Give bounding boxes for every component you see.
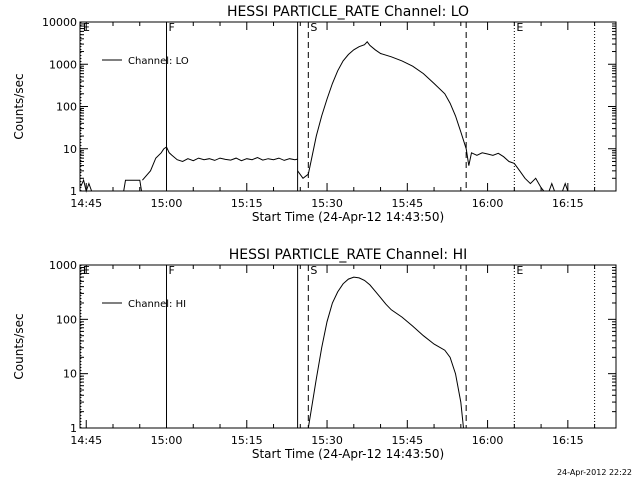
chart-panel-0: EFSE11010010001000014:4515:0015:1515:301… bbox=[12, 4, 617, 224]
x-tick-label-1: 15:00 bbox=[151, 434, 183, 447]
plot-frame bbox=[79, 264, 617, 429]
legend-entry-label: Channel: HI bbox=[128, 299, 186, 310]
series-line-0-seg-4 bbox=[468, 152, 545, 192]
marker-label-3: S bbox=[310, 264, 317, 277]
x-tick-label-1: 15:00 bbox=[151, 197, 183, 210]
x-tick-label-3: 15:30 bbox=[311, 434, 343, 447]
chart-panel-1: EFSE110100100014:4515:0015:1515:3015:451… bbox=[12, 247, 617, 461]
y-axis-label: Counts/sec bbox=[12, 313, 26, 379]
x-tick-label-6: 16:15 bbox=[552, 434, 584, 447]
x-tick-label-4: 15:45 bbox=[391, 434, 423, 447]
y-tick-label-2: 100 bbox=[56, 313, 77, 326]
y-tick-label-4: 10000 bbox=[42, 16, 77, 29]
x-tick-label-5: 16:00 bbox=[472, 197, 504, 210]
y-tick-label-1: 10 bbox=[63, 368, 77, 381]
timestamp-label: 24-Apr-2012 22:22 bbox=[556, 468, 632, 477]
marker-label-5: E bbox=[516, 21, 523, 34]
x-axis-label: Start Time (24-Apr-12 14:43:50) bbox=[252, 447, 444, 461]
y-axis-label: Counts/sec bbox=[12, 73, 26, 139]
y-tick-label-3: 1000 bbox=[49, 58, 77, 71]
y-tick-label-2: 100 bbox=[56, 101, 77, 114]
y-tick-label-0: 1 bbox=[70, 422, 77, 435]
series-line-0-seg-0 bbox=[307, 276, 464, 429]
x-tick-label-6: 16:15 bbox=[552, 197, 584, 210]
chart-title: HESSI PARTICLE_RATE Channel: HI bbox=[229, 247, 467, 263]
chart-title: HESSI PARTICLE_RATE Channel: LO bbox=[227, 4, 469, 20]
y-tick-label-0: 1 bbox=[70, 185, 77, 198]
series-line-0-seg-3 bbox=[297, 41, 470, 180]
marker-label-5: E bbox=[516, 264, 523, 277]
marker-label-3: S bbox=[310, 21, 317, 34]
x-axis-label: Start Time (24-Apr-12 14:43:50) bbox=[252, 210, 444, 224]
x-tick-label-3: 15:30 bbox=[311, 197, 343, 210]
series-line-0-seg-1 bbox=[123, 179, 142, 192]
series-line-0-seg-5 bbox=[548, 182, 569, 192]
x-tick-label-2: 15:15 bbox=[231, 434, 263, 447]
x-tick-label-0: 14:45 bbox=[70, 434, 102, 447]
x-tick-label-4: 15:45 bbox=[391, 197, 423, 210]
plot-frame bbox=[79, 21, 617, 192]
marker-label-1: F bbox=[169, 21, 175, 34]
series-line-0-seg-2 bbox=[142, 146, 298, 181]
y-tick-label-1: 10 bbox=[63, 143, 77, 156]
y-tick-label-3: 1000 bbox=[49, 259, 77, 272]
x-tick-label-5: 16:00 bbox=[472, 434, 504, 447]
marker-label-1: F bbox=[169, 264, 175, 277]
legend-entry-label: Channel: LO bbox=[128, 56, 189, 67]
x-tick-label-2: 15:15 bbox=[231, 197, 263, 210]
x-tick-label-0: 14:45 bbox=[70, 197, 102, 210]
